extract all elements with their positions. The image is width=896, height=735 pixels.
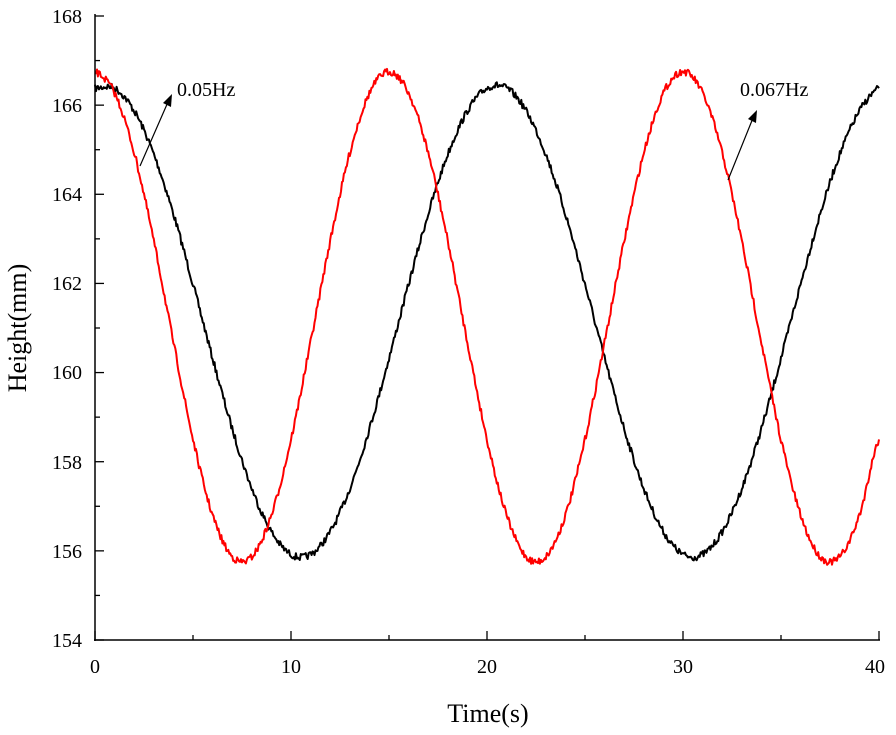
ticks bbox=[94, 15, 880, 641]
y-axis-label: Height(mm) bbox=[3, 264, 32, 393]
x-tick-label: 40 bbox=[865, 656, 885, 678]
arrowhead-icon bbox=[163, 94, 172, 107]
y-tick-label: 162 bbox=[52, 273, 82, 295]
series-layer bbox=[94, 67, 880, 566]
annotation-arrow bbox=[139, 101, 169, 167]
annotation-label: 0.067Hz bbox=[740, 79, 808, 101]
annotation-0-05hz: 0.05Hz bbox=[139, 79, 235, 167]
x-axis-label: Time(s) bbox=[447, 699, 528, 728]
annotation-arrow bbox=[727, 117, 754, 181]
axes bbox=[94, 14, 880, 641]
series-line-0-067hz bbox=[94, 67, 880, 566]
y-tick-label: 156 bbox=[52, 541, 82, 563]
annotation-label: 0.05Hz bbox=[177, 79, 235, 101]
tick-labels: 0 10 20 30 40 154 156 158 160 162 164 16… bbox=[52, 6, 885, 678]
x-tick-label: 0 bbox=[90, 656, 100, 678]
y-tick-label: 164 bbox=[52, 184, 82, 206]
series-line-0-05hz bbox=[94, 81, 880, 562]
x-tick-label: 20 bbox=[477, 656, 497, 678]
y-tick-label: 166 bbox=[52, 95, 82, 117]
x-tick-label: 30 bbox=[673, 656, 693, 678]
y-tick-label: 168 bbox=[52, 6, 82, 28]
y-tick-label: 154 bbox=[52, 630, 82, 652]
x-tick-label: 10 bbox=[281, 656, 301, 678]
annotation-0-067hz: 0.067Hz bbox=[727, 79, 808, 181]
arrowhead-icon bbox=[748, 110, 757, 123]
y-tick-label: 158 bbox=[52, 452, 82, 474]
y-tick-label: 160 bbox=[52, 362, 82, 384]
